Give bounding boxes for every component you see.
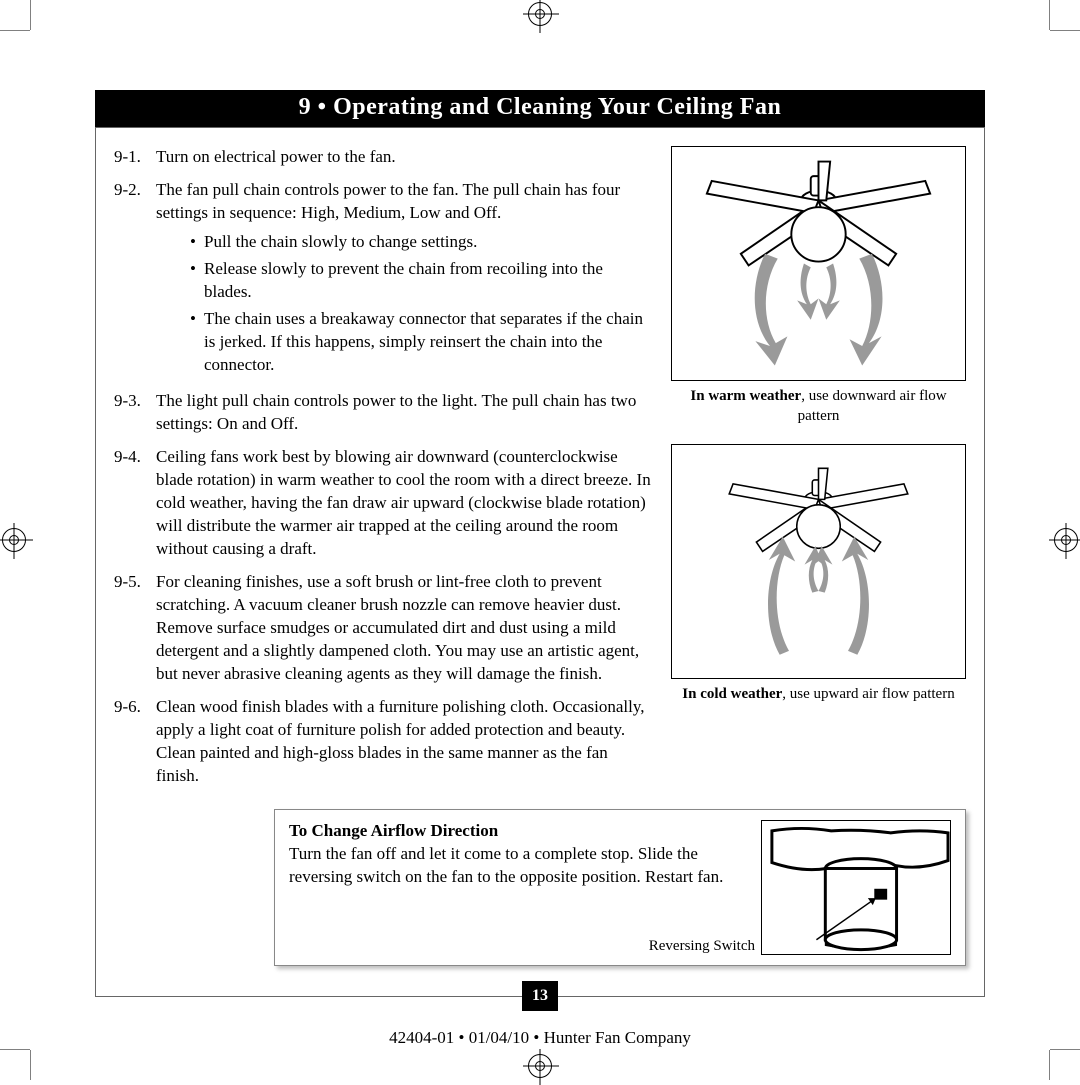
figure-warm-weather (671, 146, 966, 381)
step-text: Clean wood finish blades with a furnitur… (156, 696, 653, 788)
registration-mark-icon (528, 1054, 552, 1078)
crop-mark (1050, 30, 1080, 31)
footer-text: 42404-01 • 01/04/10 • Hunter Fan Company (0, 1028, 1080, 1048)
step-number: 9-6. (114, 696, 156, 788)
step-number: 9-3. (114, 390, 156, 436)
airflow-direction-box: To Change Airflow Direction Turn the fan… (274, 809, 966, 966)
crop-mark (1050, 1049, 1080, 1050)
crop-mark (1049, 1050, 1050, 1080)
figure-caption-warm: In warm weather, use downward air flow p… (671, 387, 966, 426)
caption-bold: In warm weather (690, 388, 801, 404)
reversing-switch-label: Reversing Switch (649, 937, 755, 955)
figure-cold-weather (671, 444, 966, 679)
step-number: 9-4. (114, 446, 156, 561)
crop-mark (30, 1050, 31, 1080)
step-9-1: 9-1. Turn on electrical power to the fan… (114, 146, 653, 169)
crop-mark (30, 0, 31, 30)
registration-mark-icon (1054, 528, 1078, 552)
crop-mark (0, 30, 30, 31)
page-number: 13 (522, 981, 558, 1011)
content-panel: 9-1. Turn on electrical power to the fan… (95, 127, 985, 997)
figure-reversing-switch (761, 820, 951, 955)
crop-mark (0, 1049, 30, 1050)
airflow-heading: To Change Airflow Direction (289, 821, 498, 840)
step-9-4: 9-4. Ceiling fans work best by blowing a… (114, 446, 653, 561)
crop-mark (1049, 0, 1050, 30)
step-9-6: 9-6. Clean wood finish blades with a fur… (114, 696, 653, 788)
step-number: 9-5. (114, 571, 156, 686)
airflow-body: Turn the fan off and let it come to a co… (289, 844, 723, 886)
step-text: The fan pull chain controls power to the… (156, 180, 620, 222)
caption-bold: In cold weather (682, 686, 782, 702)
step-9-5: 9-5. For cleaning finishes, use a soft b… (114, 571, 653, 686)
step-9-3: 9-3. The light pull chain controls power… (114, 390, 653, 436)
step-text: The light pull chain controls power to t… (156, 390, 653, 436)
bullet: The chain uses a breakaway connector tha… (190, 308, 653, 377)
registration-mark-icon (528, 2, 552, 26)
step-text: For cleaning finishes, use a soft brush … (156, 571, 653, 686)
step-text: Ceiling fans work best by blowing air do… (156, 446, 653, 561)
caption-rest: , use upward air flow pattern (782, 686, 954, 702)
sub-bullets: Pull the chain slowly to change settings… (156, 231, 653, 377)
step-number: 9-2. (114, 179, 156, 381)
bullet: Pull the chain slowly to change settings… (190, 231, 653, 254)
figure-caption-cold: In cold weather, use upward air flow pat… (671, 685, 966, 705)
step-9-2: 9-2. The fan pull chain controls power t… (114, 179, 653, 381)
registration-mark-icon (2, 528, 26, 552)
step-text: Turn on electrical power to the fan. (156, 146, 653, 169)
instruction-list: 9-1. Turn on electrical power to the fan… (114, 146, 653, 797)
step-number: 9-1. (114, 146, 156, 169)
section-title: 9 • Operating and Cleaning Your Ceiling … (95, 90, 985, 127)
bullet: Release slowly to prevent the chain from… (190, 258, 653, 304)
caption-rest: , use downward air flow pattern (798, 388, 947, 424)
